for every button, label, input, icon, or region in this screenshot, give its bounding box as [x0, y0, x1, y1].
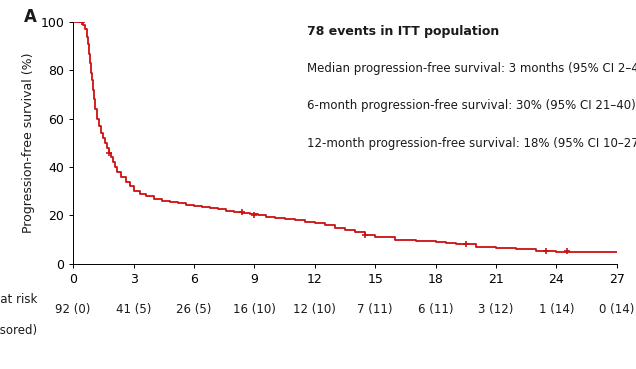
Text: Number at risk: Number at risk [0, 293, 37, 306]
Text: 6 (11): 6 (11) [418, 303, 453, 316]
Text: 1 (14): 1 (14) [539, 303, 574, 316]
Text: 26 (5): 26 (5) [176, 303, 212, 316]
Text: 7 (11): 7 (11) [357, 303, 393, 316]
Text: 78 events in ITT population: 78 events in ITT population [307, 25, 499, 38]
Text: Median progression-free survival: 3 months (95% CI 2–4): Median progression-free survival: 3 mont… [307, 62, 636, 75]
Text: 16 (10): 16 (10) [233, 303, 276, 316]
Text: 92 (0): 92 (0) [55, 303, 91, 316]
Y-axis label: Progression-free survival (%): Progression-free survival (%) [22, 53, 35, 233]
Text: 12 (10): 12 (10) [293, 303, 336, 316]
Text: A: A [24, 8, 37, 25]
Text: 6-month progression-free survival: 30% (95% CI 21–40): 6-month progression-free survival: 30% (… [307, 100, 636, 113]
Text: 41 (5): 41 (5) [116, 303, 151, 316]
Text: (number censored): (number censored) [0, 324, 37, 337]
Text: 0 (14): 0 (14) [599, 303, 635, 316]
Text: 3 (12): 3 (12) [478, 303, 514, 316]
Text: 12-month progression-free survival: 18% (95% CI 10–27): 12-month progression-free survival: 18% … [307, 137, 636, 150]
